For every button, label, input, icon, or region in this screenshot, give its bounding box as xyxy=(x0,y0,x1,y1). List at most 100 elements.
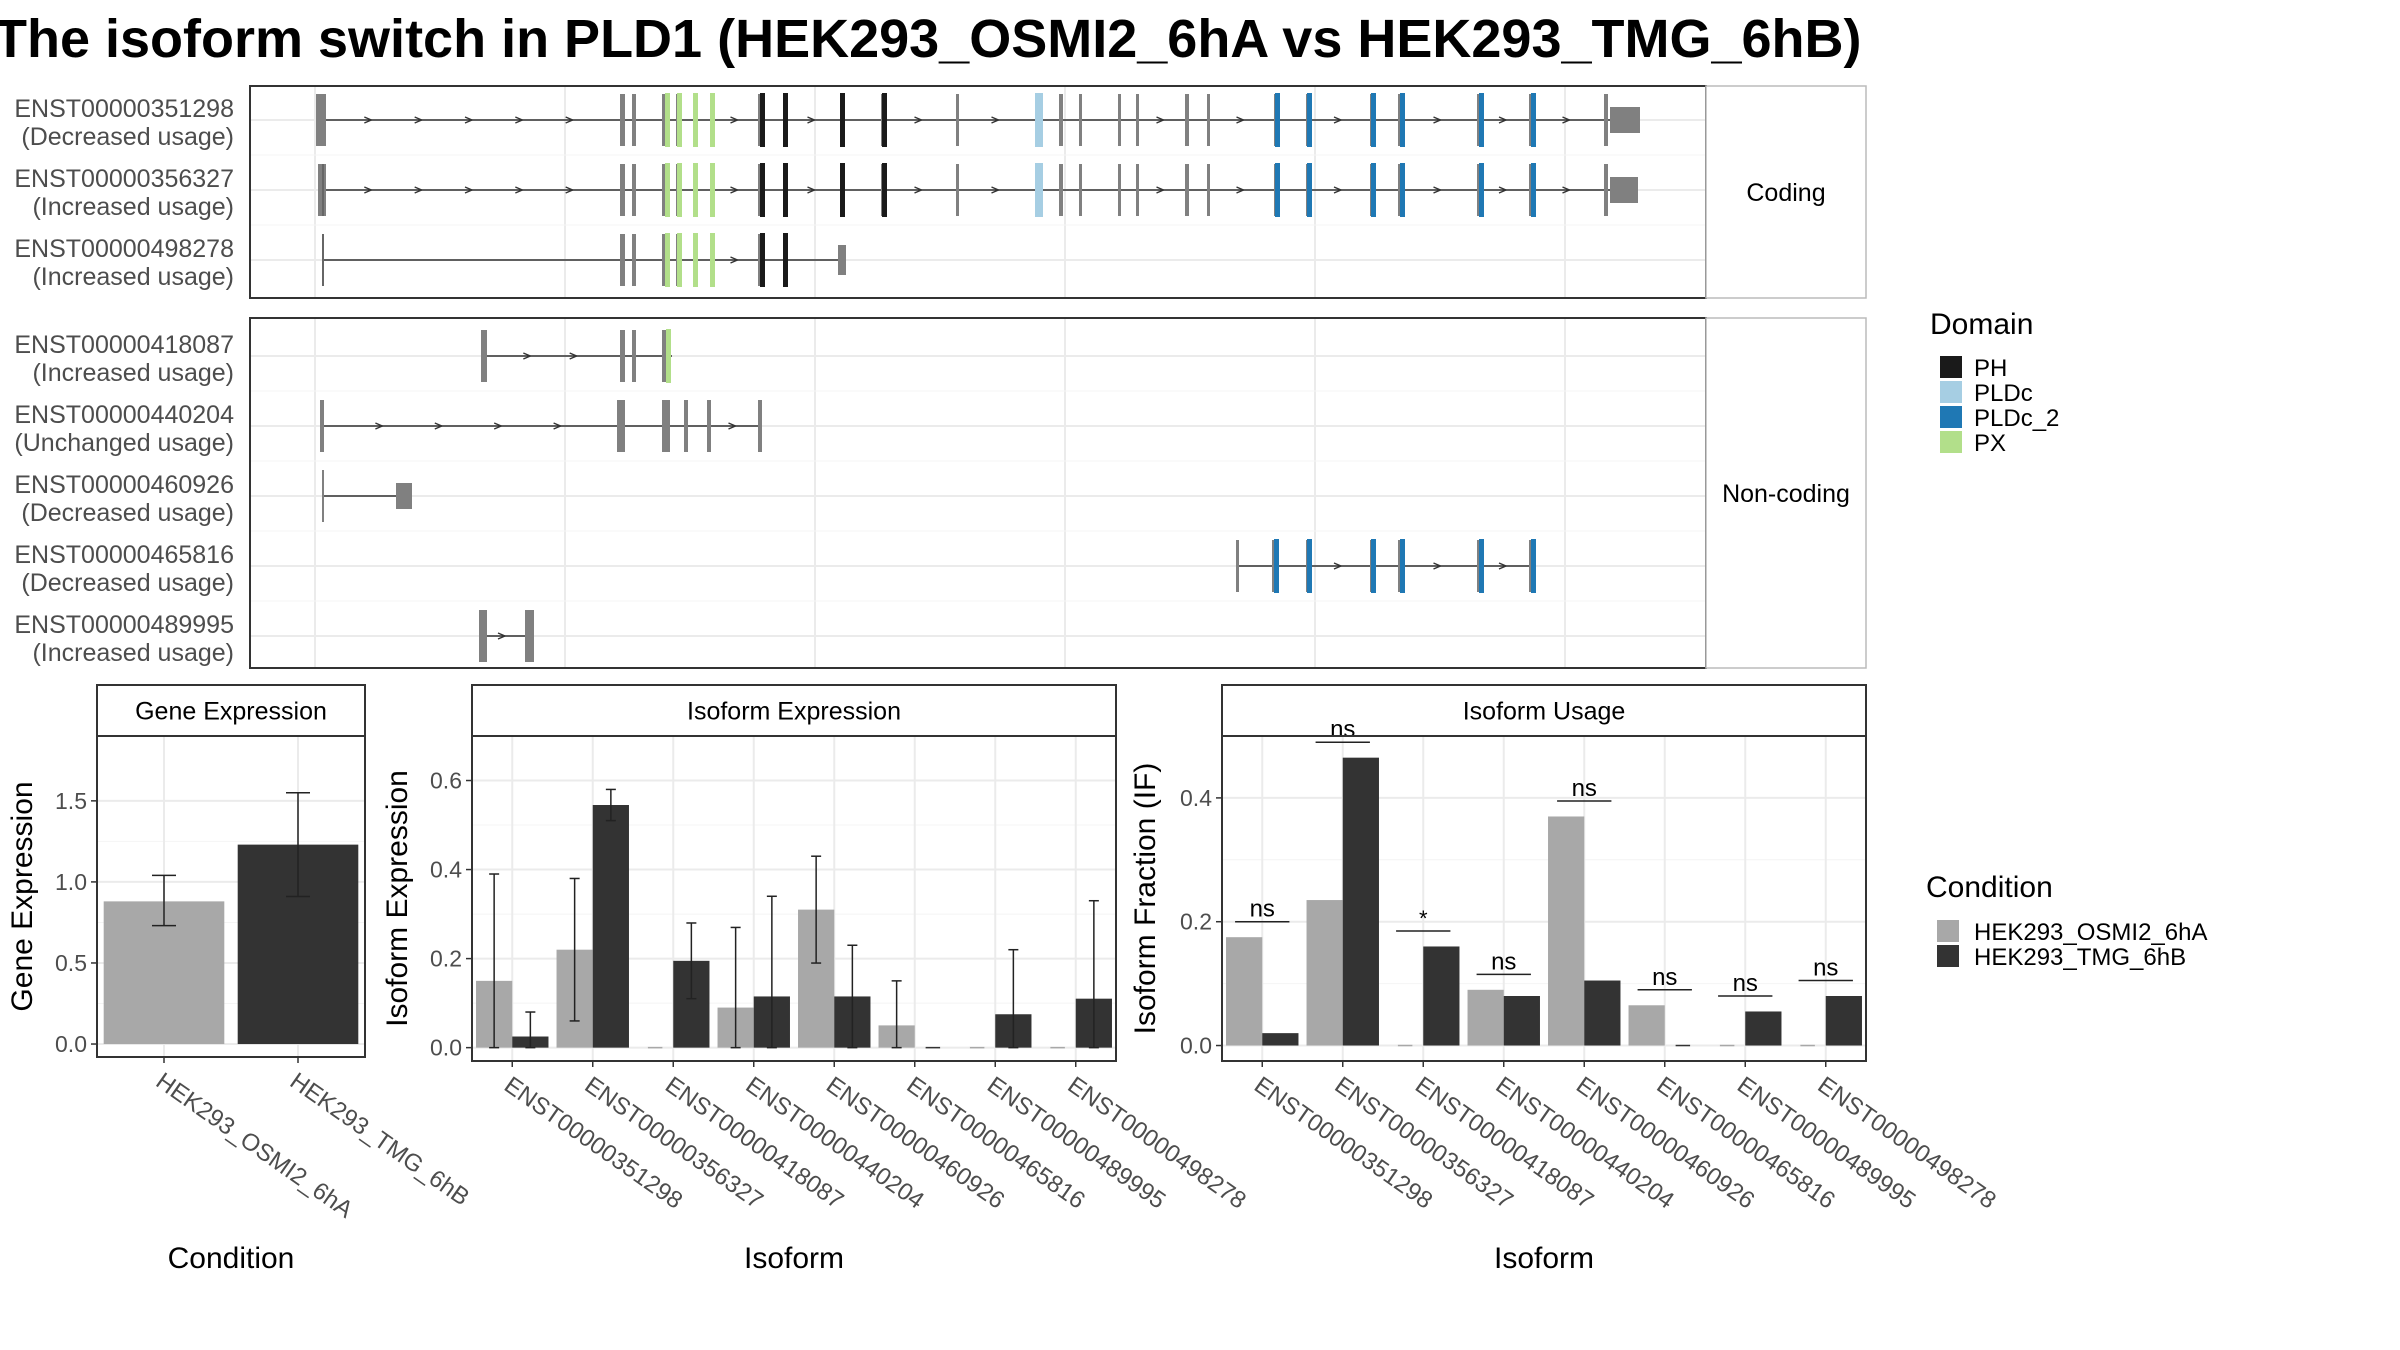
bar xyxy=(1306,900,1343,1046)
direction-arrow xyxy=(364,186,374,194)
exon xyxy=(322,164,324,216)
domain-pldc-2 xyxy=(1400,93,1405,147)
exon xyxy=(1207,94,1210,146)
exon xyxy=(632,164,636,216)
direction-arrow xyxy=(515,116,525,124)
direction-arrow xyxy=(1156,116,1166,124)
y-axis-title: Isoform Fraction (IF) xyxy=(1129,763,1162,1035)
transcript-id-label: ENST00000489995 xyxy=(14,611,234,639)
domain-pldc xyxy=(1035,163,1040,217)
exon xyxy=(1136,94,1139,146)
exon xyxy=(620,94,625,146)
transcript-usage-label: (Decreased usage) xyxy=(21,499,234,527)
condition-legend-label: HEK293_TMG_6hB xyxy=(1974,944,2186,971)
exon xyxy=(1136,164,1139,216)
chart-panel-border xyxy=(1221,735,1867,1062)
exon xyxy=(956,164,959,216)
exon xyxy=(662,330,667,382)
condition-legend-title: Condition xyxy=(1926,871,2053,904)
direction-arrow xyxy=(991,186,1001,194)
domain-pldc-2 xyxy=(1400,163,1405,217)
y-axis-title: Isoform Expression xyxy=(381,770,414,1027)
isoform-expression-chart: Isoform Expression0.00.20.40.6ENST000003… xyxy=(381,684,1251,1275)
domain-pldc-2 xyxy=(1479,93,1484,147)
exon xyxy=(620,330,625,382)
transcript-id-label: ENST00000460926 xyxy=(14,471,234,499)
isoform-usage-chart: Isoform Usage0.00.20.4nsENST00000351298n… xyxy=(1129,684,2001,1275)
transcript-usage-label: (Increased usage) xyxy=(32,193,234,221)
exon xyxy=(620,234,625,286)
exon-utr xyxy=(1610,107,1640,133)
direction-arrow xyxy=(1562,186,1572,194)
domain-pldc-2 xyxy=(1479,163,1484,217)
direction-arrow xyxy=(1333,116,1343,124)
chart-panel-border xyxy=(471,735,1117,1062)
domain-ph xyxy=(783,163,788,217)
exon xyxy=(1185,164,1189,216)
exon xyxy=(1118,94,1121,146)
bar xyxy=(1467,989,1504,1046)
direction-arrow xyxy=(569,352,579,360)
exon xyxy=(620,164,625,216)
exon xyxy=(662,94,667,146)
exon xyxy=(322,234,324,286)
direction-arrow xyxy=(730,186,740,194)
exon xyxy=(632,94,636,146)
transcript-id-label: ENST00000351298 xyxy=(14,95,234,123)
direction-arrow xyxy=(991,116,1001,124)
transcript-usage-label: (Decreased usage) xyxy=(21,569,234,597)
exon-utr xyxy=(1610,177,1638,203)
structure-panel-bg xyxy=(250,318,1706,668)
transcript-usage-label: (Increased usage) xyxy=(32,359,234,387)
bar xyxy=(1825,996,1862,1046)
direction-arrow xyxy=(807,116,817,124)
y-tick-label: 0.4 xyxy=(1180,785,1212,811)
chart-strip xyxy=(471,684,1117,737)
direction-arrow xyxy=(1156,186,1166,194)
domain-ph xyxy=(840,93,845,147)
direction-arrow xyxy=(1236,186,1246,194)
transcript-usage-label: (Unchanged usage) xyxy=(14,429,234,457)
domain-legend-key xyxy=(1940,356,1962,378)
exon xyxy=(1079,94,1082,146)
domain-pldc-2 xyxy=(1307,539,1312,593)
structure-strip xyxy=(1705,85,1867,299)
exon xyxy=(662,400,670,452)
chart-panel-border xyxy=(96,735,366,1058)
domain-pldc-2 xyxy=(1531,539,1536,593)
exon xyxy=(617,400,625,452)
transcript-usage-label: (Increased usage) xyxy=(32,639,234,667)
direction-arrow xyxy=(565,186,575,194)
domain-pldc-2 xyxy=(1307,163,1312,217)
bar xyxy=(1342,757,1379,1046)
y-tick-label: 0.6 xyxy=(430,768,462,794)
y-tick-label: 0.4 xyxy=(430,857,462,883)
domain-legend-label: PLDc_2 xyxy=(1974,405,2059,432)
exon xyxy=(684,400,688,452)
domain-pldc xyxy=(1035,93,1040,147)
domain-pldc-2 xyxy=(1307,93,1312,147)
transcript-id-label: ENST00000498278 xyxy=(14,235,234,263)
direction-arrow xyxy=(565,116,575,124)
significance-label: ns xyxy=(1733,970,1758,997)
significance-label: ns xyxy=(1330,716,1355,743)
direction-arrow xyxy=(414,186,424,194)
exon xyxy=(1207,164,1210,216)
domain-px xyxy=(677,233,682,287)
exon xyxy=(1604,94,1608,146)
domain-ph xyxy=(783,93,788,147)
domain-pldc-2 xyxy=(1275,163,1280,217)
domain-px xyxy=(693,163,698,217)
direction-arrow xyxy=(1333,186,1343,194)
exon xyxy=(956,94,959,146)
y-tick-label: 0.0 xyxy=(1180,1033,1212,1059)
direction-arrow xyxy=(515,186,525,194)
exon xyxy=(525,610,534,662)
domain-legend-key xyxy=(1940,431,1962,453)
chart-title: Isoform Expression xyxy=(687,698,901,726)
chart-strip xyxy=(96,684,366,737)
x-axis-title: Condition xyxy=(168,1242,295,1275)
exon xyxy=(320,400,324,452)
